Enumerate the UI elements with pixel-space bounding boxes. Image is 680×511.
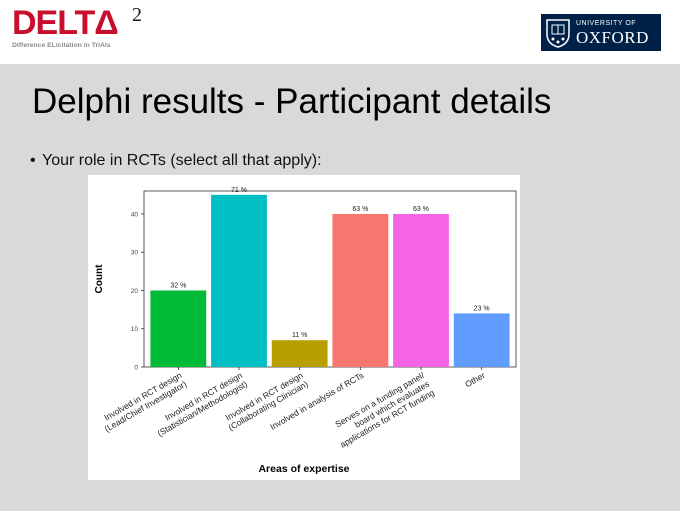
y-tick-label: 40 <box>131 211 139 218</box>
bar-data-label: 71 % <box>231 187 247 194</box>
y-tick-label: 30 <box>131 250 139 257</box>
y-axis-title: Count <box>94 264 105 294</box>
oxford-wordmark: UNIVERSITY OF OXFORD <box>576 20 649 46</box>
bar-data-label: 32 % <box>170 282 186 289</box>
bullet-point: • Your role in RCTs (select all that appl… <box>30 152 322 170</box>
delta-logo-superscript: 2 <box>132 4 142 26</box>
bar-data-label: 23 % <box>474 305 490 312</box>
oxford-logo: UNIVERSITY OF OXFORD <box>541 14 661 51</box>
delta-logo-wordmark: DELTΔ <box>12 4 119 42</box>
y-tick-label: 10 <box>131 326 139 333</box>
y-tick-label: 0 <box>134 365 138 372</box>
slide-title: Delphi results - Participant details <box>32 82 552 121</box>
bar <box>150 290 207 367</box>
bar <box>211 194 267 367</box>
oxford-crest-icon <box>546 18 570 48</box>
slide-header: DELTΔ 2 Difference ELicitation in TriAls… <box>0 0 680 64</box>
oxford-name: OXFORD <box>576 27 649 47</box>
bullet-text: Your role in RCTs (select all that apply… <box>42 152 322 169</box>
oxford-university-of: UNIVERSITY OF <box>576 19 637 27</box>
bar-data-label: 11 % <box>292 332 307 339</box>
bullet-dot: • <box>30 152 36 169</box>
x-tick-label-line: Other <box>463 370 487 389</box>
bar <box>332 213 389 367</box>
bar <box>271 340 328 367</box>
bar <box>453 313 510 367</box>
delta2-logo: DELTΔ 2 Difference ELicitation in TriAls <box>12 4 162 58</box>
y-tick-label: 20 <box>131 288 139 295</box>
bar-data-label: 63 % <box>352 206 368 213</box>
chart-panel: 0 10 20 30 40 Count 32 % Involved in RCT design… <box>88 175 520 480</box>
delta-logo-tagline: Difference ELicitation in TriAls <box>12 42 111 49</box>
x-tick-label: Other <box>463 370 487 389</box>
x-axis-title: Areas of expertise <box>258 463 349 475</box>
bar <box>393 213 449 367</box>
bar-data-label: 63 % <box>413 206 429 213</box>
